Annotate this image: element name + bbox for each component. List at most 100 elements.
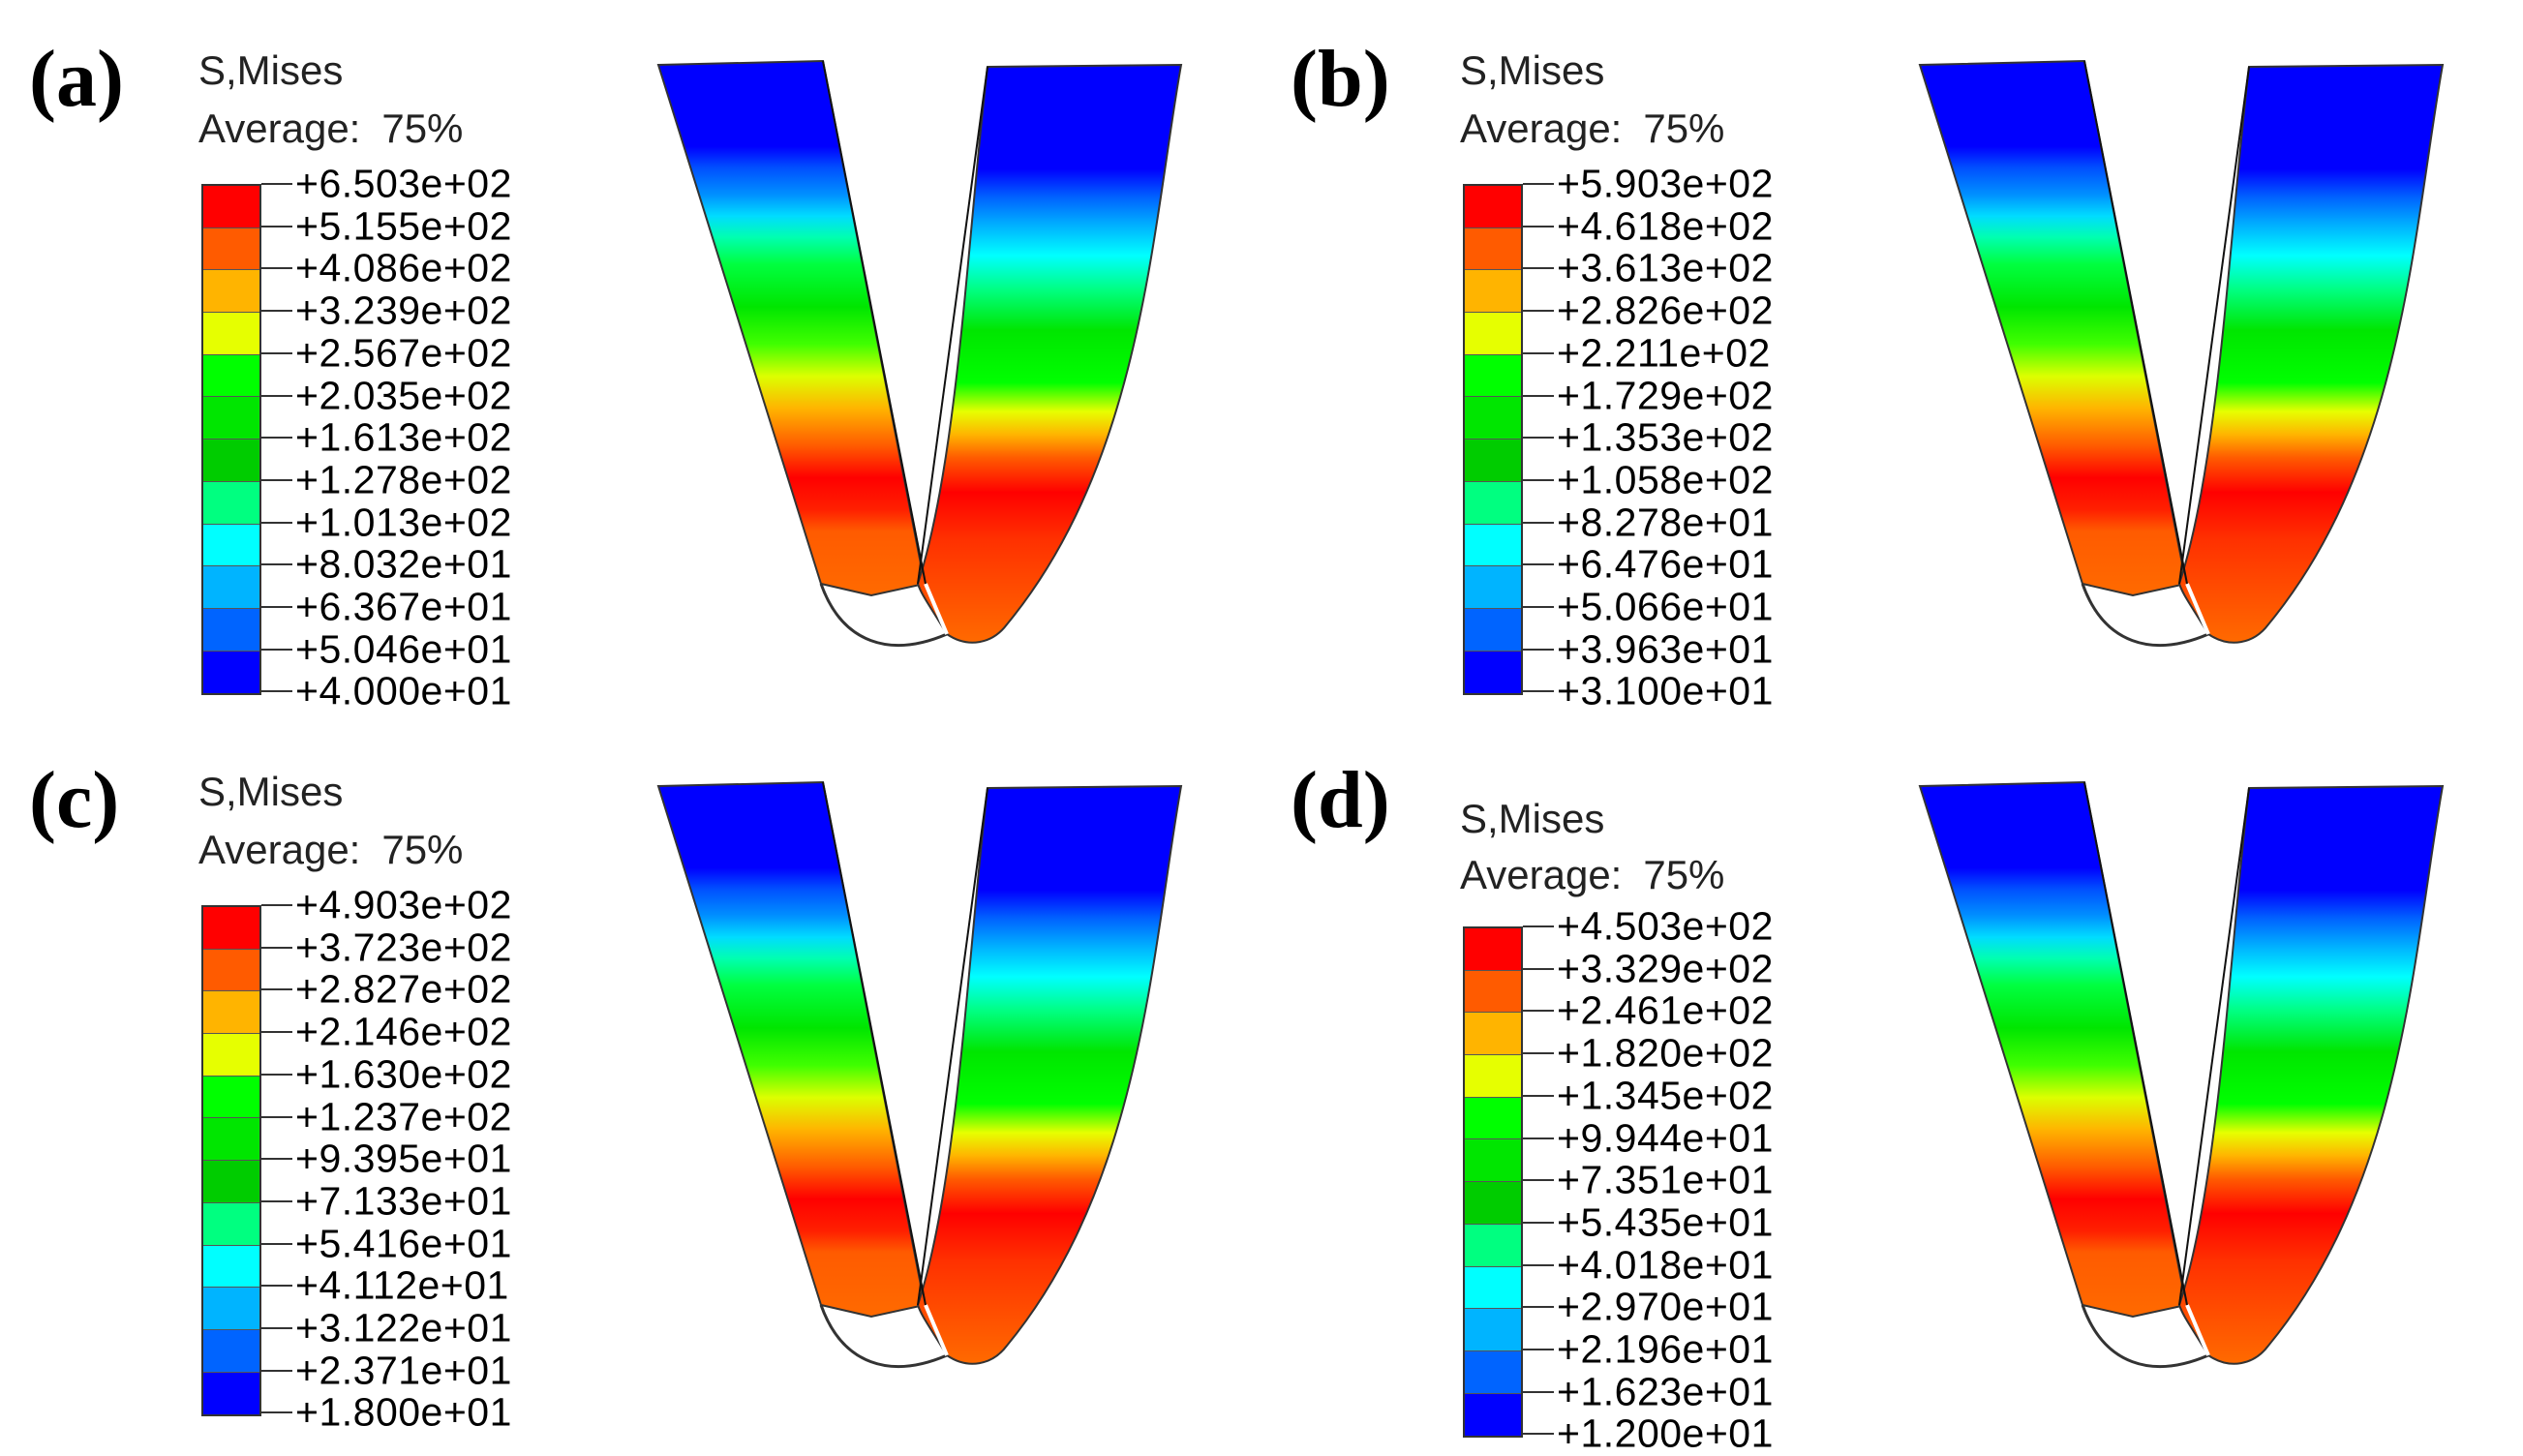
legend-tick-label: +7.133e+01: [295, 1178, 512, 1224]
legend-tick-mark: [1523, 1094, 1554, 1097]
panel-label: (a): [29, 34, 124, 124]
legend-color-segment: [203, 907, 259, 950]
legend-title: S,Mises: [1460, 796, 1605, 841]
legend-tick-mark: [261, 267, 292, 270]
legend-tick-label: +1.820e+02: [1557, 1030, 1774, 1076]
legend-tick-mark: [261, 1073, 292, 1076]
legend-color-segment: [203, 354, 259, 398]
legend-tick-mark: [261, 988, 292, 991]
legend-tick-label: +6.367e+01: [295, 584, 512, 629]
legend-color-segment: [203, 991, 259, 1035]
legend-tick-mark: [261, 351, 292, 354]
legend-tick-label: +5.416e+01: [295, 1221, 512, 1266]
v-shaped-part-contour: [1918, 59, 2445, 647]
legend-color-segment: [1465, 1013, 1521, 1056]
legend-tick-label: +6.503e+02: [295, 161, 512, 206]
legend-tick-label: +2.461e+02: [1557, 987, 1774, 1033]
legend-color-segment: [203, 397, 259, 440]
legend-color-segment: [203, 566, 259, 609]
legend-tick-mark: [1523, 1179, 1554, 1182]
legend-tick-label: +4.903e+02: [295, 882, 512, 927]
legend-tick-label: +2.970e+01: [1557, 1284, 1774, 1329]
legend-tick-mark: [1523, 225, 1554, 228]
legend-color-segment: [1465, 1139, 1521, 1183]
legend-tick-label: +1.345e+02: [1557, 1073, 1774, 1118]
legend-tick-label: +3.239e+02: [295, 288, 512, 333]
legend-tick-mark: [261, 1369, 292, 1372]
average-label: Average:: [198, 827, 361, 872]
legend-tick-label: +3.329e+02: [1557, 946, 1774, 991]
panel-label: (c): [29, 755, 120, 845]
legend-tick-mark: [261, 1031, 292, 1034]
legend-tick-mark: [261, 690, 292, 693]
legend-color-segment: [203, 1245, 259, 1289]
legend-color-segment: [1465, 1055, 1521, 1098]
legend-average: Average: 75%: [1460, 108, 1724, 149]
legend-tick-mark: [1523, 1306, 1554, 1309]
legend-tick-label: +3.122e+01: [295, 1305, 512, 1350]
legend-tick-mark: [261, 1285, 292, 1288]
legend-color-segment: [1465, 440, 1521, 482]
legend-color-segment: [1465, 608, 1521, 652]
legend-tick-label: +1.237e+02: [295, 1094, 512, 1138]
legend-color-segment: [203, 228, 259, 271]
legend-tick-mark: [1523, 690, 1554, 693]
legend-tick-label: +9.944e+01: [1557, 1115, 1774, 1160]
average-value: 75%: [1643, 852, 1725, 897]
legend-tick-mark: [1523, 394, 1554, 397]
legend-tick-mark: [261, 225, 292, 228]
legend-tick-label: +2.211e+02: [1557, 330, 1771, 376]
color-legend-bar: [1463, 926, 1523, 1439]
legend-tick-mark: [1523, 310, 1554, 313]
legend-color-segment: [203, 1076, 259, 1119]
legend-color-segment: [203, 1329, 259, 1373]
average-label: Average:: [1460, 106, 1623, 151]
legend-color-segment: [1465, 1309, 1521, 1351]
legend-tick-label: +5.046e+01: [295, 626, 512, 672]
average-value: 75%: [381, 106, 464, 151]
legend-color-segment: [203, 1202, 259, 1246]
legend-color-segment: [203, 481, 259, 525]
legend-tick-mark: [261, 648, 292, 651]
v-shaped-part-contour: [656, 780, 1183, 1368]
legend-color-segment: [203, 270, 259, 314]
legend-tick-mark: [1523, 1010, 1554, 1013]
legend-tick-label: +1.729e+02: [1557, 373, 1774, 417]
legend-tick-mark: [261, 1242, 292, 1245]
legend-average: Average: 75%: [198, 830, 463, 870]
legend-tick-mark: [1523, 267, 1554, 270]
legend-tick-label: +5.435e+01: [1557, 1199, 1774, 1245]
legend-color-segment: [1465, 1350, 1521, 1394]
legend-average: Average: 75%: [1460, 855, 1724, 895]
legend-tick-label: +3.963e+01: [1557, 626, 1774, 672]
legend-tick-mark: [1523, 606, 1554, 608]
panel-b: (b) S,Mises Average: 75% +5.903e+02 +4.618…: [1262, 0, 2523, 721]
panel-d: (d) S,Mises Average: 75% +4.503e+02 +3.329…: [1262, 721, 2523, 1453]
legend-tick-label: +1.800e+01: [295, 1389, 512, 1435]
legend-color-segment: [1465, 313, 1521, 355]
v-shaped-part-contour: [656, 59, 1183, 647]
legend-tick-mark: [1523, 437, 1554, 440]
legend-color-segment: [203, 1034, 259, 1077]
legend-color-segment: [203, 608, 259, 652]
legend-color-segment: [1465, 970, 1521, 1014]
legend-color-segment: [203, 949, 259, 992]
legend-color-segment: [1465, 228, 1521, 271]
legend-tick-mark: [1523, 967, 1554, 970]
legend-color-segment: [1465, 186, 1521, 228]
legend-tick-label: +5.155e+02: [295, 203, 512, 249]
legend-color-segment: [1465, 928, 1521, 971]
legend-tick-label: +3.100e+01: [1557, 668, 1774, 713]
legend-color-segment: [203, 651, 259, 694]
average-label: Average:: [198, 106, 361, 151]
legend-tick-mark: [261, 946, 292, 949]
color-legend-bar: [1463, 184, 1523, 696]
panel-c: (c) S,Mises Average: 75% +4.903e+02 +3.723…: [0, 721, 1262, 1442]
legend-tick-label: +3.723e+02: [295, 925, 512, 970]
color-legend-bar: [201, 184, 261, 696]
legend-tick-mark: [261, 904, 292, 906]
v-shaped-part-contour: [1918, 780, 2445, 1368]
legend-color-segment: [1465, 1266, 1521, 1310]
legend-average: Average: 75%: [198, 108, 463, 149]
legend-tick-label: +1.013e+02: [295, 500, 512, 545]
